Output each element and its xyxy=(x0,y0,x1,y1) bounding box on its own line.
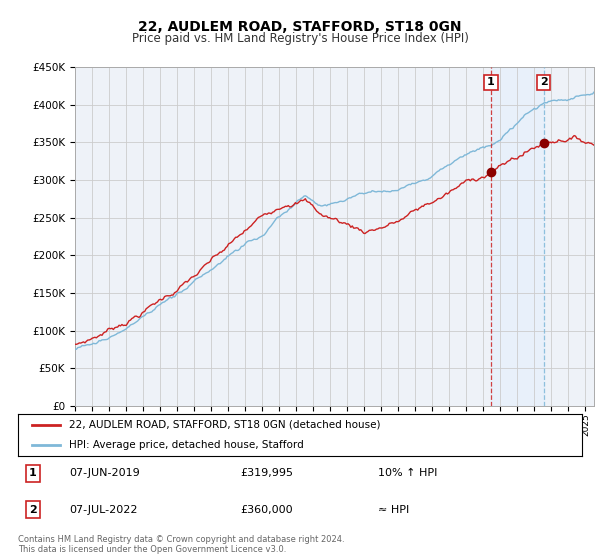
Text: 22, AUDLEM ROAD, STAFFORD, ST18 0GN (detached house): 22, AUDLEM ROAD, STAFFORD, ST18 0GN (det… xyxy=(69,420,380,430)
Text: 22, AUDLEM ROAD, STAFFORD, ST18 0GN: 22, AUDLEM ROAD, STAFFORD, ST18 0GN xyxy=(138,20,462,34)
Text: Price paid vs. HM Land Registry's House Price Index (HPI): Price paid vs. HM Land Registry's House … xyxy=(131,32,469,45)
Text: 2: 2 xyxy=(29,505,37,515)
Text: HPI: Average price, detached house, Stafford: HPI: Average price, detached house, Staf… xyxy=(69,440,304,450)
Text: ≈ HPI: ≈ HPI xyxy=(378,505,409,515)
Text: £319,995: £319,995 xyxy=(240,468,293,478)
Text: £360,000: £360,000 xyxy=(240,505,293,515)
Text: 2: 2 xyxy=(540,77,548,87)
Text: 1: 1 xyxy=(487,77,495,87)
Text: 07-JUL-2022: 07-JUL-2022 xyxy=(69,505,137,515)
Text: 07-JUN-2019: 07-JUN-2019 xyxy=(69,468,140,478)
Text: 1: 1 xyxy=(29,468,37,478)
Text: Contains HM Land Registry data © Crown copyright and database right 2024.
This d: Contains HM Land Registry data © Crown c… xyxy=(18,535,344,554)
Text: 10% ↑ HPI: 10% ↑ HPI xyxy=(378,468,437,478)
Bar xyxy=(491,67,544,406)
